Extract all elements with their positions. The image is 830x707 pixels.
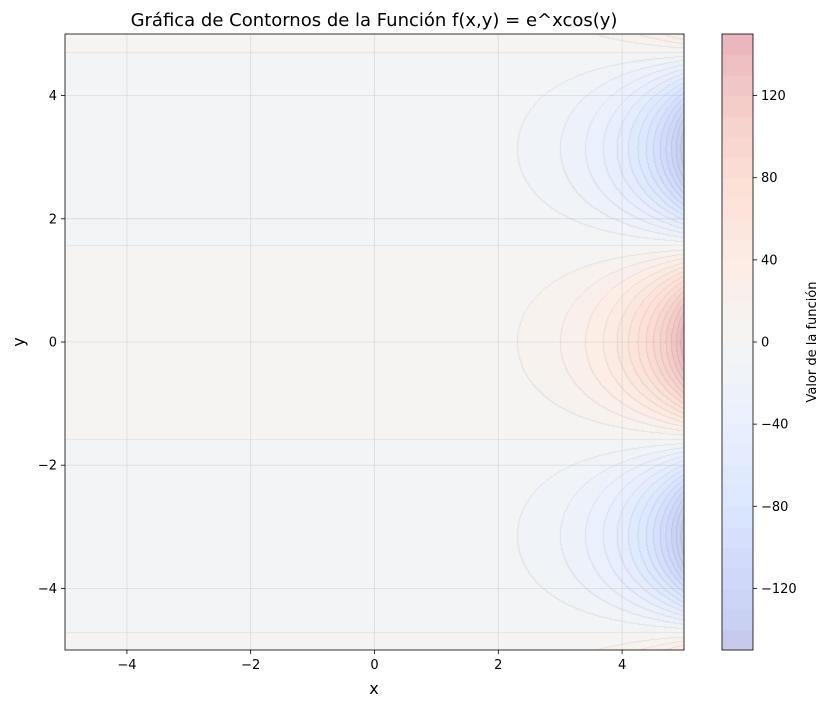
colorbar-band	[722, 526, 753, 548]
x-tick-label: 2	[494, 658, 502, 673]
colorbar-band	[722, 567, 753, 589]
colorbar-tick-label: −40	[761, 418, 788, 433]
colorbar-band	[722, 54, 753, 76]
colorbar-band	[722, 177, 753, 199]
colorbar-band	[722, 608, 753, 630]
colorbar-band	[722, 116, 753, 138]
colorbar-band	[722, 424, 753, 446]
colorbar-tick-label: −80	[761, 500, 788, 515]
colorbar-label: Valor de la función	[805, 282, 820, 403]
colorbar-band	[722, 444, 753, 466]
x-tick-label: 4	[618, 658, 626, 673]
x-tick-label: −2	[241, 658, 260, 673]
colorbar-band	[722, 34, 753, 56]
colorbar-band	[722, 75, 753, 97]
colorbar-band	[722, 588, 753, 610]
colorbar-band	[722, 629, 753, 651]
colorbar-tick-label: 40	[761, 253, 778, 268]
colorbar-band	[722, 403, 753, 425]
colorbar-tick-label: 120	[761, 89, 786, 104]
chart-title: Gráfica de Contornos de la Función f(x,y…	[131, 10, 618, 31]
y-tick-label: −2	[38, 459, 57, 474]
colorbar-band	[722, 157, 753, 179]
x-tick-label: −4	[117, 658, 136, 673]
y-tick-label: 2	[49, 212, 57, 227]
colorbar-tick-label: 0	[761, 336, 769, 351]
colorbar-band	[722, 95, 753, 117]
x-axis: −4 −2 0 2 4	[117, 650, 626, 673]
colorbar-band	[722, 198, 753, 220]
y-axis: −4 −2 0 2 4	[38, 89, 65, 597]
colorbar-band	[722, 280, 753, 302]
y-tick-label: 4	[49, 89, 57, 104]
colorbar-tick-label: −120	[761, 582, 797, 597]
grid-lines	[64, 33, 685, 651]
colorbar-band	[722, 465, 753, 487]
y-axis-label: y	[9, 337, 28, 346]
x-axis-label: x	[369, 679, 378, 698]
colorbar-band	[722, 506, 753, 528]
contour-fill	[65, 34, 684, 650]
colorbar-tick-label: 80	[761, 171, 778, 186]
colorbar-band	[722, 136, 753, 158]
colorbar-band	[722, 485, 753, 507]
colorbar-band	[722, 259, 753, 281]
colorbar-band	[722, 383, 753, 405]
colorbar-band	[722, 300, 753, 322]
x-tick-label: 0	[370, 658, 378, 673]
plot-area	[65, 34, 684, 650]
colorbar: −120 −80 −40 0 40 80 120	[721, 33, 797, 651]
y-tick-label: 0	[49, 336, 57, 351]
colorbar-band	[722, 239, 753, 261]
y-tick-label: −4	[38, 582, 57, 597]
colorbar-band	[722, 547, 753, 569]
colorbar-band	[722, 362, 753, 384]
colorbar-band	[722, 218, 753, 240]
colorbar-band	[722, 321, 753, 343]
colorbar-band	[722, 342, 753, 364]
